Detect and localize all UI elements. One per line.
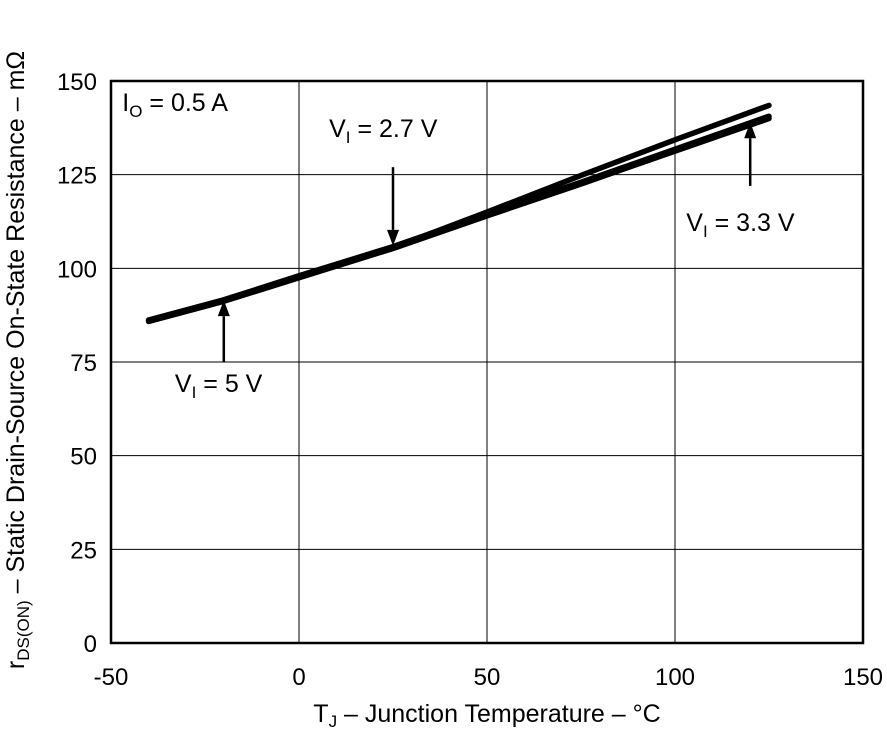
x-tick-label: -50 bbox=[94, 664, 129, 691]
x-tick-label: 50 bbox=[474, 664, 501, 691]
arrow-head-v27 bbox=[387, 229, 399, 246]
plot-frame bbox=[109, 79, 865, 645]
series-line-1 bbox=[145, 113, 772, 323]
arrow-head-v33 bbox=[744, 122, 757, 139]
annotations: IO = 0.5 A VI = 2.7 V VI = 3.3 V VI = 5 V bbox=[122, 89, 795, 402]
x-tick-label: 150 bbox=[843, 664, 883, 691]
y-tick-label: 50 bbox=[70, 444, 97, 471]
x-tick-labels: -50 0 50 100 150 bbox=[94, 664, 883, 691]
annotation-v33: VI = 3.3 V bbox=[686, 209, 795, 241]
y-tick-label: 0 bbox=[84, 631, 97, 658]
arrow-head-v5 bbox=[217, 300, 230, 317]
x-tick-label: 100 bbox=[655, 664, 695, 691]
series-layer bbox=[145, 102, 772, 325]
annotation-v27: VI = 2.7 V bbox=[329, 115, 438, 147]
y-axis-title: rDS(ON) – Static Drain-Source On-State R… bbox=[2, 51, 33, 669]
y-tick-label: 125 bbox=[57, 163, 97, 190]
series-line-2 bbox=[145, 102, 772, 324]
y-tick-label: 75 bbox=[70, 350, 97, 377]
x-axis-title: TJ – Junction Temperature – °C bbox=[313, 700, 660, 729]
y-tick-label: 25 bbox=[70, 537, 97, 564]
annotation-io: IO = 0.5 A bbox=[122, 89, 228, 121]
annotation-v5: VI = 5 V bbox=[175, 370, 263, 402]
x-tick-label: 0 bbox=[292, 664, 305, 691]
y-tick-labels: 0 25 50 75 100 125 150 bbox=[57, 69, 97, 658]
y-tick-label: 150 bbox=[57, 69, 97, 96]
y-tick-label: 100 bbox=[57, 256, 97, 283]
